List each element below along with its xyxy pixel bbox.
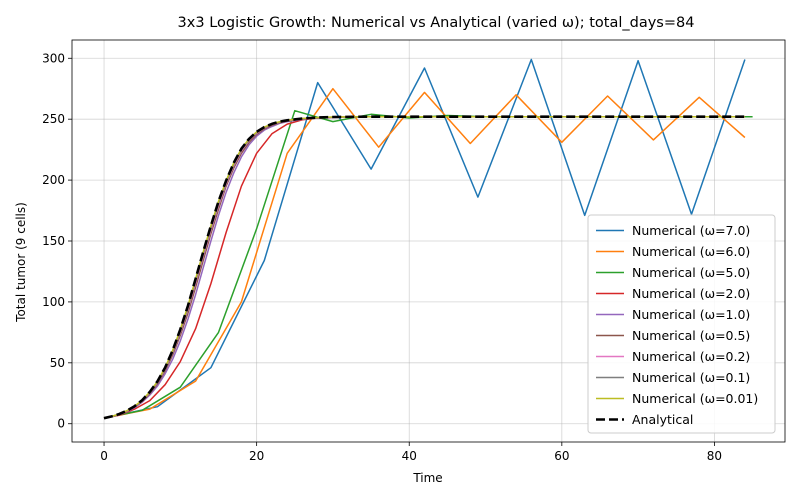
x-tick-label: 0 (100, 449, 108, 463)
chart-title: 3x3 Logistic Growth: Numerical vs Analyt… (178, 15, 695, 31)
y-tick-label: 150 (42, 234, 65, 248)
legend-label: Numerical (ω=0.2) (632, 349, 750, 364)
y-tick-label: 0 (57, 417, 65, 431)
y-tick-label: 300 (42, 51, 65, 65)
x-axis: 0 20 40 60 80 (100, 442, 722, 463)
legend-label: Analytical (632, 412, 693, 427)
legend-label: Numerical (ω=5.0) (632, 265, 750, 280)
x-tick-label: 20 (249, 449, 264, 463)
x-axis-label: Time (412, 471, 442, 485)
y-tick-label: 100 (42, 295, 65, 309)
legend-label: Numerical (ω=6.0) (632, 244, 750, 259)
legend-label: Numerical (ω=0.1) (632, 370, 750, 385)
legend-label: Numerical (ω=0.01) (632, 391, 758, 406)
plot-area (103, 58, 753, 420)
x-tick-label: 40 (402, 449, 417, 463)
legend: Numerical (ω=7.0) Numerical (ω=6.0) Numeri… (587, 214, 776, 434)
x-tick-label: 60 (554, 449, 569, 463)
y-tick-label: 50 (50, 356, 65, 370)
y-axis-label: Total tumor (9 cells) (14, 202, 28, 323)
y-tick-label: 250 (42, 112, 65, 126)
legend-label: Numerical (ω=0.5) (632, 328, 750, 343)
y-tick-label: 200 (42, 173, 65, 187)
legend-box (587, 214, 776, 434)
series-line (103, 58, 746, 419)
y-axis: 0 50 100 150 200 250 300 (42, 51, 72, 431)
legend-label: Numerical (ω=7.0) (632, 223, 750, 238)
legend-label: Numerical (ω=1.0) (632, 307, 750, 322)
x-tick-label: 80 (707, 449, 722, 463)
series-line (103, 87, 746, 419)
legend-label: Numerical (ω=2.0) (632, 286, 750, 301)
series-line-analytical (103, 115, 745, 420)
